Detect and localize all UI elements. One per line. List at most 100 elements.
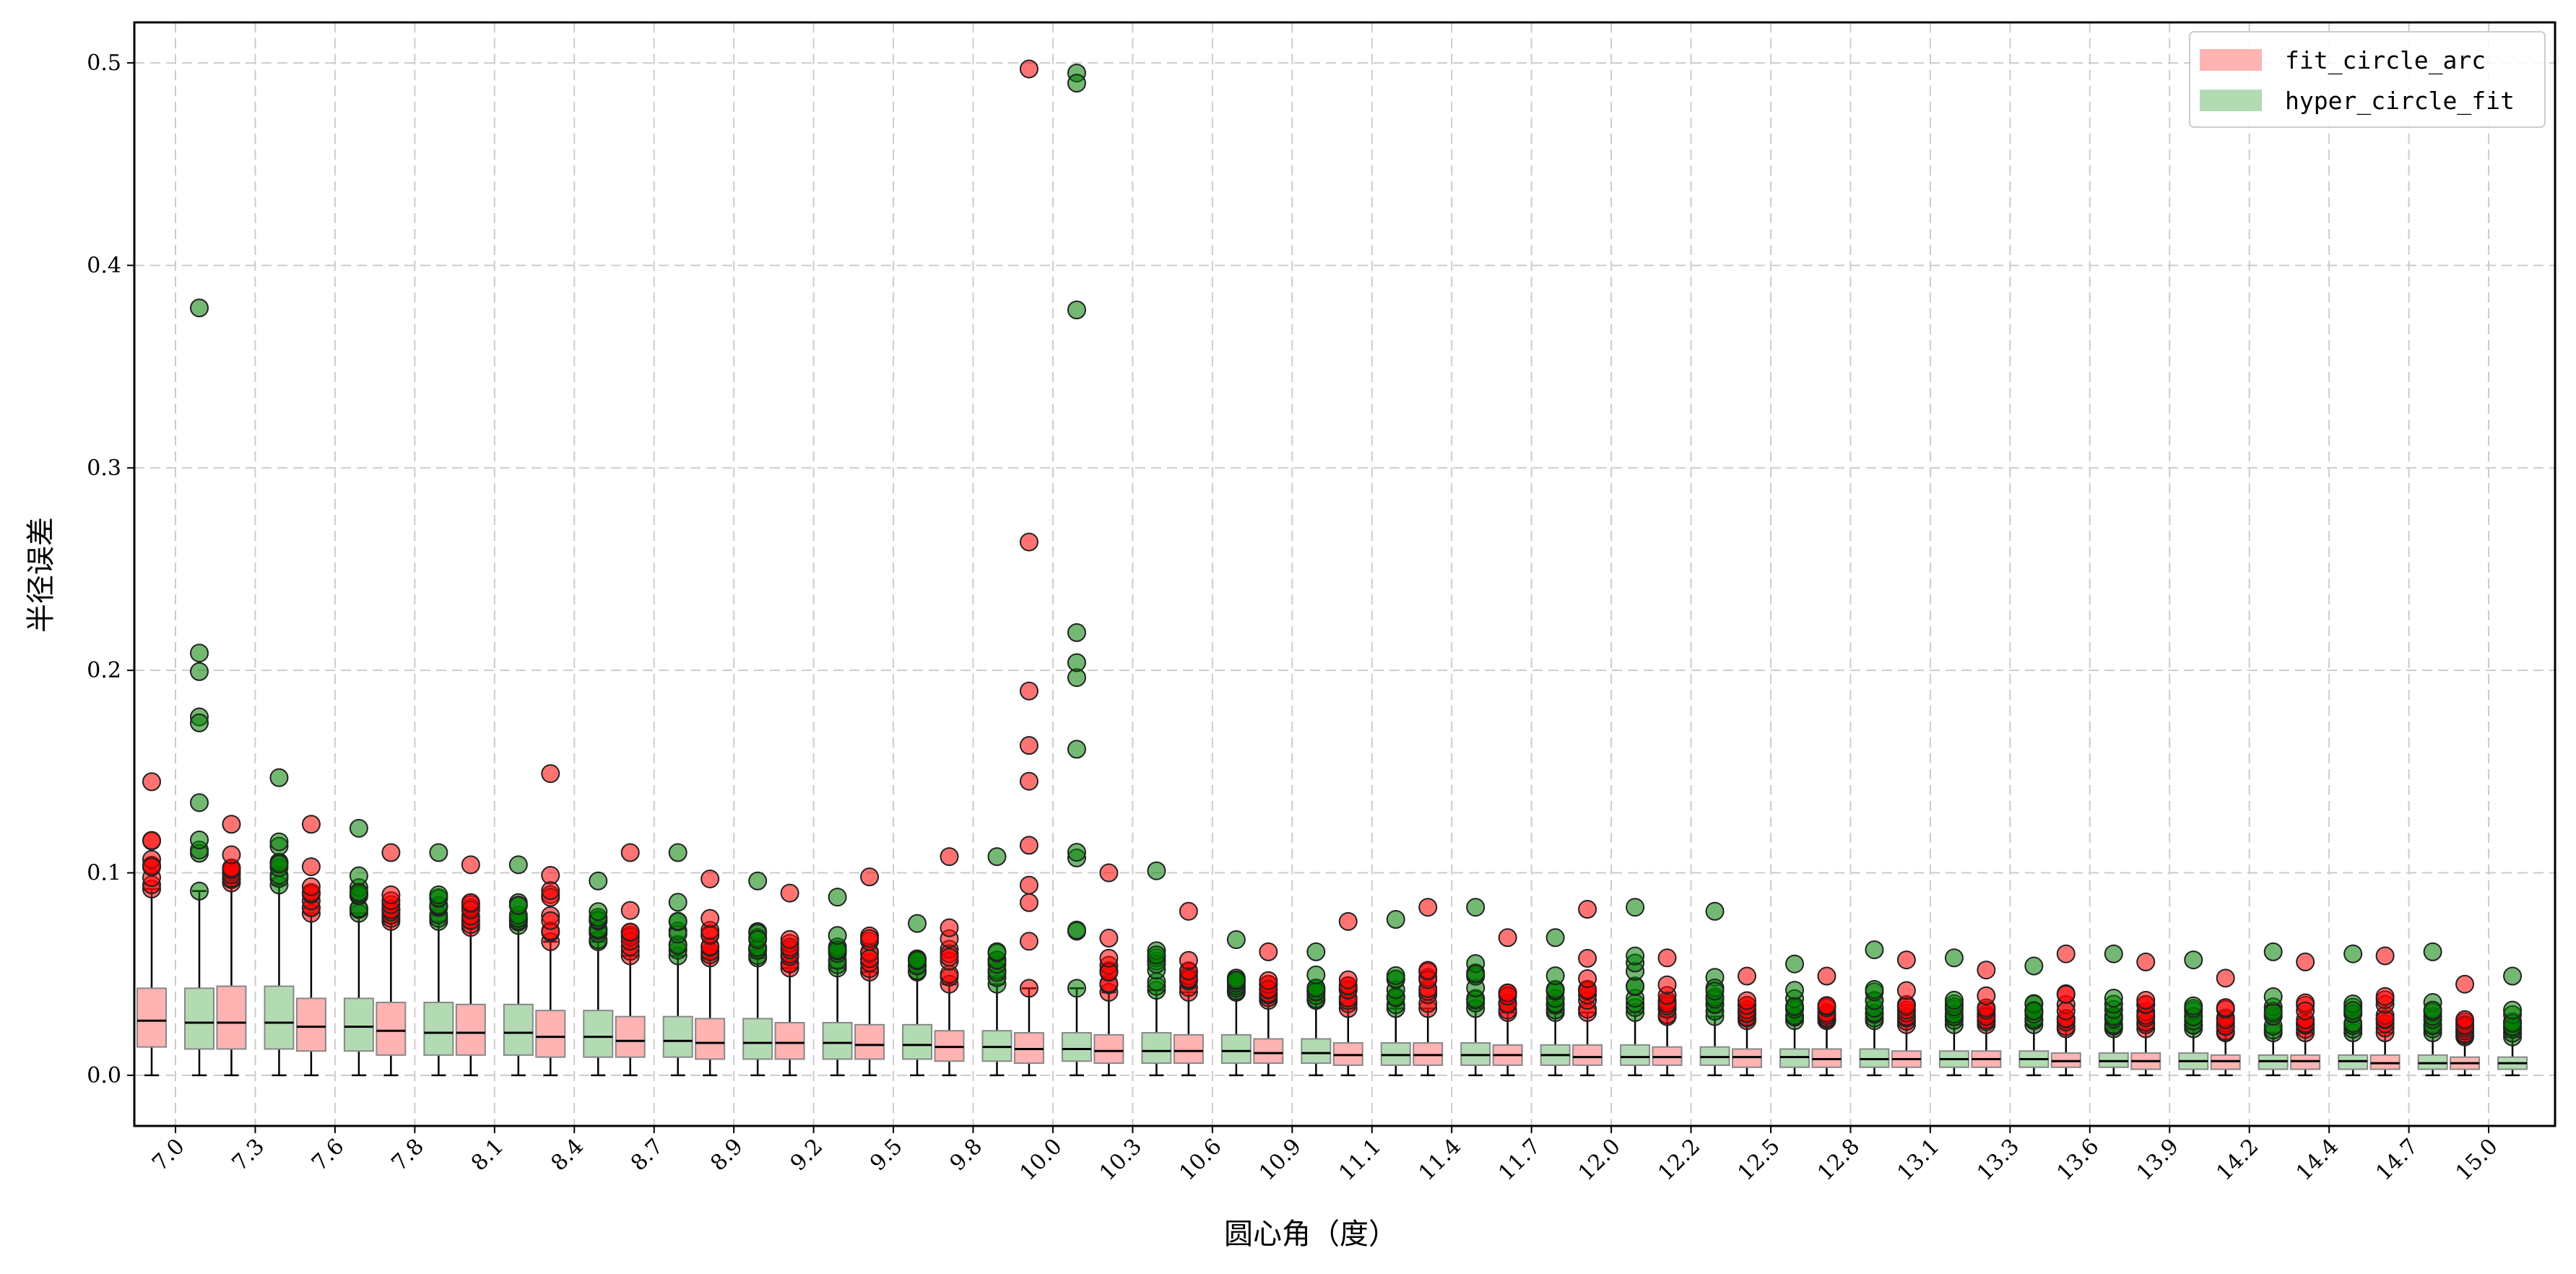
outlier-point (541, 764, 560, 784)
outlier-point (1147, 861, 1166, 880)
outlier-point (1785, 954, 1804, 974)
outlier-point (2184, 996, 2203, 1015)
outlier-point (1259, 971, 1278, 990)
outlier-point (1498, 928, 1517, 948)
box (854, 1023, 885, 1060)
outlier-point (860, 949, 880, 968)
outlier-point (668, 911, 688, 931)
outlier-point (1896, 997, 1916, 1016)
outlier-point (301, 815, 321, 834)
outlier-point (1019, 736, 1038, 755)
outlier-point (1338, 911, 1358, 931)
outlier-point (2136, 952, 2156, 971)
outlier-point (1418, 898, 1438, 917)
outlier-point (1179, 901, 1198, 921)
outlier-point (1067, 979, 1086, 998)
outlier-point (1785, 981, 1804, 1000)
outlier-point (1977, 986, 1996, 1005)
outlier-point (1226, 970, 1246, 989)
outlier-point (1067, 74, 1086, 93)
outlier-point (1067, 300, 1086, 320)
outlier-point (541, 911, 560, 930)
outlier-point (190, 830, 209, 849)
outlier-point (2104, 944, 2123, 963)
box (1620, 1044, 1651, 1066)
outlier-point (2455, 974, 2475, 994)
box (264, 985, 295, 1050)
outlier-point (1067, 623, 1086, 642)
outlier-point (2343, 1001, 2363, 1020)
outlier-point (1099, 863, 1119, 883)
outlier-point (1386, 910, 1405, 930)
box (615, 1015, 646, 1058)
outlier-point (1099, 928, 1119, 948)
outlier-point (908, 950, 927, 970)
outlier-point (1226, 930, 1246, 950)
outlier-point (2423, 1000, 2442, 1020)
outlier-point (2375, 946, 2395, 966)
outlier-point (1019, 836, 1038, 855)
outlier-point (2296, 1001, 2315, 1020)
outlier-point (142, 831, 161, 850)
outlier-point (828, 888, 847, 907)
box (1220, 1034, 1252, 1065)
outlier-point (940, 847, 959, 867)
outlier-point (1817, 966, 1836, 986)
outlier-point (1545, 966, 1565, 986)
outlier-point (1738, 991, 1756, 1010)
y-tick-label: 0.0 (87, 1063, 121, 1088)
outlier-point (190, 298, 209, 318)
box (376, 1001, 407, 1056)
box (1301, 1038, 1332, 1065)
plot-frame (133, 21, 2557, 1127)
outlier-point (620, 922, 640, 942)
outlier-point (1944, 990, 1964, 1010)
outlier-point (1865, 980, 1884, 1000)
outlier-point (2024, 956, 2044, 976)
outlier-point (1578, 948, 1597, 968)
outlier-point (381, 885, 401, 904)
outlier-point (1626, 946, 1645, 966)
legend-box (2189, 31, 2546, 128)
x-axis-label: 圆心角（度） (1224, 1218, 1397, 1251)
outlier-point (541, 881, 560, 901)
outlier-point (142, 772, 161, 792)
outlier-point (748, 930, 768, 949)
outlier-point (701, 869, 720, 888)
outlier-point (1896, 981, 1916, 1000)
outlier-point (1019, 771, 1038, 791)
outlier-point (1067, 653, 1086, 672)
outlier-point (1019, 681, 1038, 701)
legend: fit_circle_arc hyper_circle_fit (2189, 31, 2546, 128)
box (423, 1001, 454, 1056)
box (902, 1023, 933, 1060)
outlier-point (1944, 948, 1964, 968)
outlier-point (429, 885, 448, 905)
outlier-point (2503, 1000, 2523, 1020)
outlier-point (269, 768, 289, 787)
outlier-point (190, 644, 209, 663)
box (503, 1003, 534, 1056)
outlier-point (1067, 740, 1086, 759)
outlier-point (668, 893, 688, 912)
outlier-point (828, 926, 847, 945)
outlier-point (940, 948, 959, 967)
outlier-point (1019, 893, 1038, 912)
outlier-point (2056, 944, 2076, 963)
series-hyper_circle_fit (184, 64, 2528, 1077)
outlier-point (190, 793, 209, 812)
box (455, 1003, 486, 1056)
outlier-point (2056, 1001, 2076, 1020)
outlier-point (1738, 966, 1756, 986)
box (1061, 1032, 1092, 1062)
outlier-point (1545, 928, 1565, 948)
outlier-point (461, 855, 480, 875)
outlier-point (190, 881, 209, 901)
box (774, 1022, 805, 1060)
outlier-point (2216, 968, 2235, 988)
outlier-point (987, 847, 1007, 867)
outlier-point (1067, 843, 1086, 862)
box (1253, 1038, 1284, 1065)
